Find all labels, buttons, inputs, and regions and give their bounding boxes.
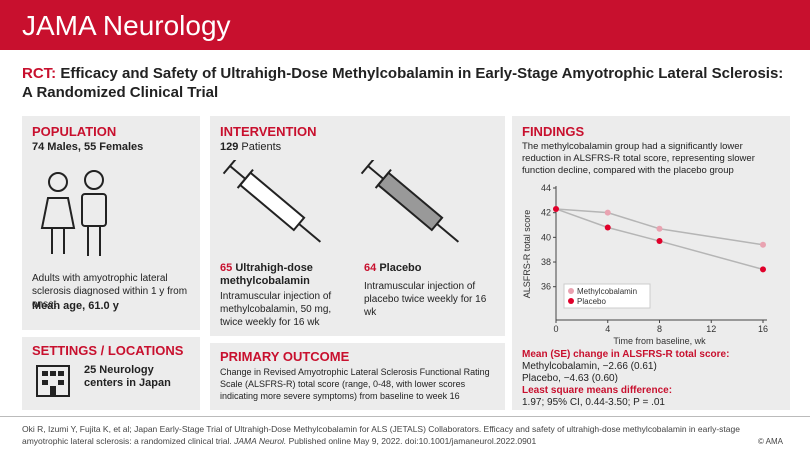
mean-line: Methylcobalamin, −2.66 (0.61): [522, 361, 657, 372]
lsm-text: 1.97; 95% CI, 0.44-3.50; P = .01: [522, 397, 665, 408]
y-tick-label: 42: [541, 208, 551, 218]
journal-name: JAMA Neurology: [22, 10, 231, 41]
y-tick-label: 40: [541, 232, 551, 242]
citation-journal: JAMA Neurol.: [234, 436, 287, 446]
population-panel: [22, 116, 200, 330]
header-bar: [0, 0, 810, 50]
legend-marker: [568, 298, 574, 304]
patient-label: Patients: [241, 141, 282, 153]
arm-2-n: 64: [364, 262, 377, 274]
data-point: [604, 224, 611, 231]
citation-authors: Oki R, Izumi Y, Fujita K, et al; Japan E…: [22, 424, 740, 446]
x-tick-label: 8: [657, 324, 662, 334]
people-icon: [40, 170, 107, 256]
arm-1-description: Intramuscular injection of methylcobalam…: [220, 291, 332, 328]
series-line: [555, 208, 764, 271]
intervention-heading: INTERVENTION: [220, 124, 317, 139]
data-point: [656, 225, 663, 232]
data-point: [760, 266, 766, 273]
legend-marker: [568, 288, 574, 294]
legend-box: [563, 283, 651, 309]
title-label: RCT:: [22, 65, 57, 82]
x-tick-label: 16: [758, 324, 768, 334]
population-sexes: 74 Males, 55 Females: [32, 141, 144, 153]
title: RCT: Efficacy and Safety of Ultrahigh-Do…: [22, 64, 792, 102]
lsm-heading: Least square means difference:: [522, 385, 673, 396]
citation-details: Published online May 9, 2022. doi:10.100…: [288, 436, 537, 446]
settings-heading: SETTINGS / LOCATIONS: [32, 343, 184, 358]
syringe-icons: [222, 160, 460, 243]
outcome-heading: PRIMARY OUTCOME: [220, 349, 350, 364]
population-description: Adults with amyotrophic lateral sclerosi…: [32, 273, 188, 310]
arm-2-title: 64 Placebo: [364, 262, 494, 275]
population-age: Mean age, 61.0 y: [32, 300, 119, 312]
legend-label: Methylcobalamin: [577, 287, 637, 296]
x-axis-label: Time from baseline, wk: [613, 336, 706, 346]
outcome-text: Change in Revised Amyotrophic Lateral Sc…: [220, 367, 490, 401]
citation: Oki R, Izumi Y, Fujita K, et al; Japan E…: [22, 423, 742, 447]
x-tick-label: 4: [605, 324, 610, 334]
intervention-panel: [210, 116, 505, 336]
arm-2-name: Placebo: [379, 262, 422, 274]
findings-panel: [512, 116, 790, 410]
settings-text: 25 Neurology centers in Japan: [84, 364, 171, 389]
x-tick-label: 12: [706, 324, 716, 334]
y-tick-label: 44: [541, 183, 551, 193]
data-point: [656, 238, 663, 245]
findings-text: The methylcobalamin group had a signific…: [522, 141, 755, 176]
line-chart: 36 38 40 42 44 0 4 8 12 16 Time from baseline, wk A…: [522, 183, 768, 346]
y-axis-label: ALSFRS-R total score: [522, 210, 532, 299]
y-tick-label: 38: [541, 257, 551, 267]
data-point: [760, 241, 766, 248]
series-line: [555, 208, 764, 246]
building-icon: [36, 365, 70, 397]
legend-label: Placebo: [577, 297, 606, 306]
mean-line: Placebo, −4.63 (0.60): [522, 373, 618, 384]
findings-heading: FINDINGS: [522, 124, 585, 139]
patient-count: 129: [220, 141, 239, 153]
arm-1-title: 65 Ultrahigh-dose methylcobalamin: [220, 262, 350, 288]
x-tick-label: 0: [553, 324, 558, 334]
intervention-count: 129 Patients: [220, 141, 281, 154]
y-tick-label: 36: [541, 282, 551, 292]
divider: [0, 416, 810, 417]
population-heading: POPULATION: [32, 124, 117, 139]
arm-1-name: Ultrahigh-dose methylcobalamin: [220, 262, 313, 287]
arm-2-description: Intramuscular injection of placebo twice…: [364, 281, 487, 318]
arm-1-n: 65: [220, 262, 233, 274]
mean-heading: Mean (SE) change in ALSFRS-R total score…: [522, 349, 730, 360]
data-point: [604, 209, 611, 216]
copyright: © AMA: [758, 437, 784, 446]
title-text: Efficacy and Safety of Ultrahigh-Dose Me…: [22, 65, 784, 101]
data-point: [553, 205, 559, 212]
outcome-panel: [210, 343, 505, 410]
